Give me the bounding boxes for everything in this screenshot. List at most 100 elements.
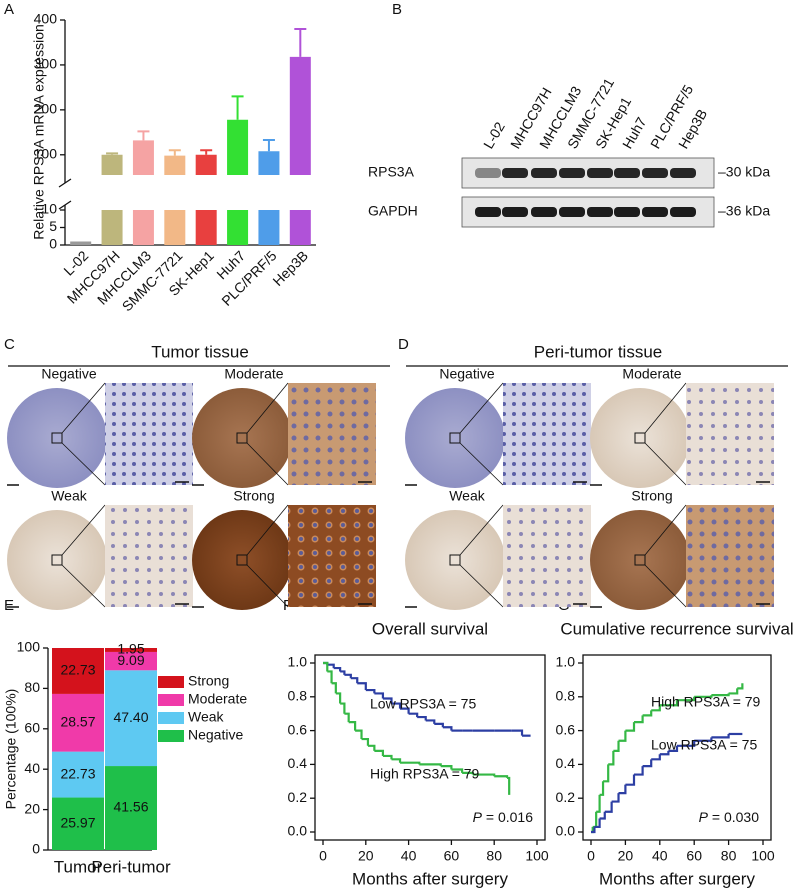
blot-band (587, 207, 613, 217)
zoom-image (105, 505, 193, 607)
blot-band (587, 168, 613, 178)
blot-band (502, 207, 528, 217)
blot-band (475, 168, 501, 178)
x-tick-label: Peri-tumor (91, 857, 171, 876)
y-tick-label: 100 (17, 639, 41, 655)
blot-band (642, 207, 668, 217)
step-segment (391, 758, 402, 763)
legend-label: Strong (188, 673, 229, 689)
blot-band (559, 168, 585, 178)
y-tick-label: 0.2 (288, 789, 308, 805)
step-segment (677, 740, 696, 747)
panel-title: Peri-tumor tissue (534, 342, 662, 361)
bar (227, 119, 249, 245)
step-segment (434, 722, 444, 728)
tissue-core (7, 510, 107, 610)
y-tick-label: 0.0 (556, 823, 576, 839)
step-segment (494, 775, 509, 778)
y-tick-label: 400 (34, 11, 58, 27)
step-segment (625, 722, 636, 732)
y-tick-label: 100 (34, 145, 58, 161)
y-tick-label: 0 (49, 236, 57, 252)
y-tick-label: 0.8 (288, 688, 308, 704)
step-segment (442, 726, 453, 731)
bar-segment (52, 797, 104, 850)
step-segment (451, 768, 464, 773)
zoom-image (105, 383, 193, 485)
zoom-image (686, 505, 774, 607)
panel-label: C (4, 336, 15, 353)
step-segment (507, 776, 511, 795)
blot-band (559, 207, 585, 217)
x-tick-label: 60 (444, 848, 460, 864)
step-segment (355, 729, 363, 740)
step-segment (374, 692, 385, 699)
step-segment (335, 692, 342, 704)
y-tick-label: 0.4 (556, 755, 576, 771)
legend-label: Negative (188, 727, 243, 743)
zoom-region (236, 554, 248, 566)
step-segment (659, 700, 679, 707)
zoom-line (246, 564, 289, 608)
step-segment (642, 710, 653, 717)
zoom-line (61, 504, 106, 556)
tissue-core (7, 388, 107, 488)
lane-label: L-02 (480, 119, 508, 151)
zoom-line (246, 382, 289, 434)
step-segment (425, 719, 436, 724)
x-tick-label: 40 (401, 848, 417, 864)
zoom-region (449, 554, 461, 566)
bar-segment (52, 693, 104, 752)
zoom-line (61, 442, 106, 486)
axis-break (58, 178, 72, 210)
step-segment (367, 744, 376, 751)
step-segment (331, 682, 337, 694)
step-segment (634, 715, 644, 724)
zoom-image (686, 383, 774, 485)
y-tick-label: 1.0 (288, 654, 308, 670)
grade-label: Weak (51, 488, 88, 504)
value-label: 25.97 (60, 814, 95, 830)
step-segment (357, 682, 367, 691)
chart-title: Overall survival (372, 619, 488, 638)
zoom-line (644, 504, 687, 556)
step-segment (599, 781, 605, 796)
chart-title: Cumulative recurrence survival (560, 619, 793, 638)
value-label: 22.73 (60, 662, 95, 678)
x-axis-label: Months after surgery (352, 869, 508, 888)
step-segment (382, 697, 393, 704)
x-axis-label: Months after surgery (599, 869, 755, 888)
y-tick-label: 0.8 (556, 688, 576, 704)
y-tick-label: 5 (49, 218, 57, 234)
p-symbol: P (699, 809, 709, 825)
bar (101, 154, 123, 245)
zoom-region (51, 554, 63, 566)
step-segment (694, 737, 713, 742)
blot-band (531, 168, 557, 178)
step-segment (417, 715, 427, 721)
blot-band (670, 207, 696, 217)
step-segment (651, 705, 661, 712)
step-segment (400, 707, 410, 714)
step-segment (634, 766, 644, 776)
row-label: RPS3A (368, 164, 415, 180)
step-segment (591, 826, 596, 834)
step-segment (350, 677, 359, 684)
bar-segment (105, 651, 157, 671)
y-tick-label: 0.6 (556, 721, 576, 737)
y-tick-label: 20 (24, 800, 40, 816)
grade-label: Negative (41, 366, 96, 382)
x-tick-label: Hep3B (269, 247, 311, 289)
step-segment (625, 774, 636, 786)
zoom-region (51, 432, 63, 444)
step-segment (611, 793, 620, 803)
step-segment (344, 673, 352, 679)
bar (70, 241, 92, 245)
error-bar (137, 130, 150, 141)
value-label: 41.56 (113, 799, 148, 815)
error-bar (231, 95, 244, 120)
zoom-line (644, 564, 687, 608)
x-tick-label: 60 (686, 848, 702, 864)
panel-label: A (4, 1, 14, 18)
grade-label: Negative (439, 366, 494, 382)
